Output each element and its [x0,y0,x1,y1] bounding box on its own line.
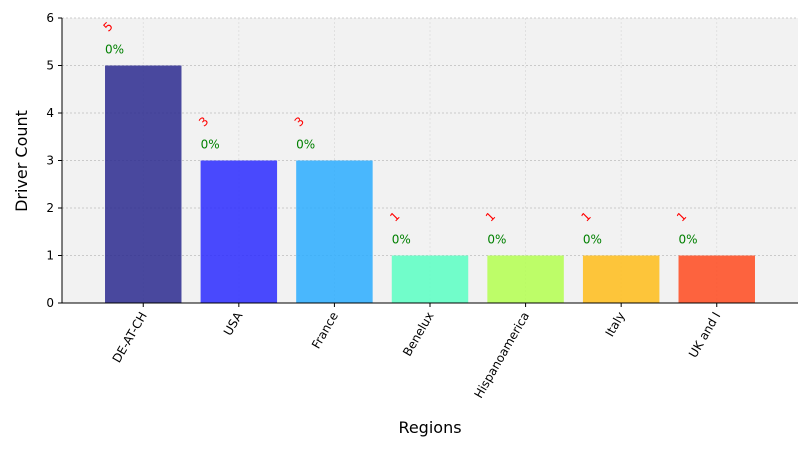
y-tick-label: 0 [46,296,54,310]
x-tick-label: Italy [603,310,628,340]
bar-percent-label: 0% [296,138,315,152]
x-tick-label: UK and I [686,310,723,361]
y-tick-label: 6 [46,11,54,25]
bar [200,160,278,303]
x-tick-label: Benelux [400,310,436,359]
bar-percent-label: 0% [679,233,698,247]
bar [391,255,469,303]
y-ticks-group: 0 1 2 3 4 5 6 [46,11,62,310]
x-tick-label: USA [221,309,246,338]
y-tick-label: 5 [46,59,54,73]
bar [487,255,564,303]
y-tick-label: 1 [46,249,54,263]
bar-percent-label: 0% [201,138,220,152]
bar-percent-label: 0% [583,233,602,247]
bar [105,65,182,303]
y-tick-label: 4 [46,106,54,120]
bar-percent-label: 0% [392,233,411,247]
y-axis-title: Driver Count [12,110,31,212]
bar-percent-label: 0% [105,43,124,57]
x-tick-label: Hispanoamerica [471,310,532,401]
x-tick-label: France [309,310,341,352]
y-tick-label: 2 [46,201,54,215]
bar [582,255,660,303]
bars-group [105,65,755,303]
x-tick-label: DE-AT-CH [110,310,150,366]
bar [678,255,755,303]
bar [296,160,373,303]
y-tick-label: 3 [46,154,54,168]
bar-percent-label: 0% [487,233,506,247]
x-axis-title: Regions [398,418,461,437]
x-ticks-group: DE-AT-CH USA France Benelux Hispanoamerica It… [110,303,723,401]
